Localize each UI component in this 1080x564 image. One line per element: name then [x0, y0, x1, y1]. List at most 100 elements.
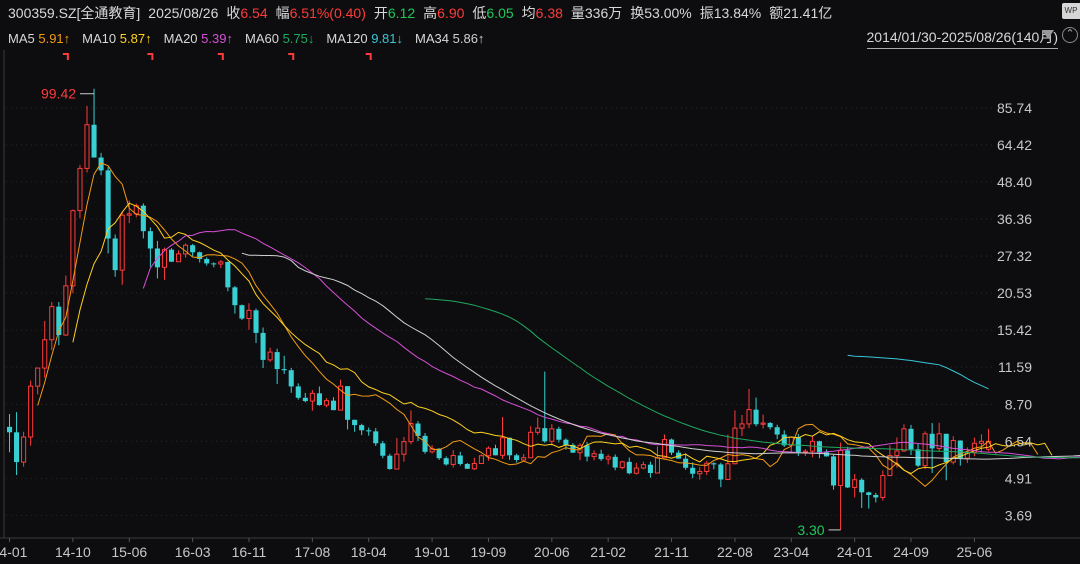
- ma-legend-value: 9.81↓: [371, 30, 404, 46]
- candle-body: [978, 440, 984, 444]
- ma-legend-value: 5.87↑: [119, 30, 152, 46]
- candle-body: [345, 386, 351, 420]
- open-value: 6.12: [387, 5, 416, 21]
- candle-body: [549, 428, 555, 442]
- candle-body: [760, 422, 766, 425]
- candle-body: [739, 423, 745, 429]
- amount-field: 额21.41亿: [769, 3, 832, 23]
- ma-legend-name: MA34: [415, 30, 449, 46]
- open-label: 开: [373, 5, 388, 21]
- candle-body: [21, 436, 27, 463]
- candle-body: [450, 455, 456, 465]
- candle-body: [190, 245, 196, 253]
- candlestick-chart[interactable]: 85.74 64.42 48.40 36.36 27.32 20.53 15.42 11.59…: [0, 50, 1080, 564]
- candle-body: [556, 428, 562, 440]
- x-tick-label: 23-04: [773, 544, 809, 560]
- x-tick-label: 20-06: [534, 544, 570, 560]
- x-tick-label: 19-01: [414, 544, 450, 560]
- open-field: 开6.12: [374, 3, 415, 23]
- candle-body: [866, 492, 872, 496]
- candle-body: [288, 370, 294, 387]
- candle-body: [936, 433, 942, 449]
- stock-symbol[interactable]: 300359.SZ[全通教育]: [8, 5, 141, 21]
- collapse-icon[interactable]: ⌃: [1062, 27, 1078, 43]
- y-tick-label: 11.59: [998, 359, 1032, 375]
- candle-body: [767, 423, 773, 428]
- candle-body: [485, 447, 491, 457]
- candle-body: [690, 467, 696, 474]
- candle-body: [478, 455, 484, 464]
- ma-line-ma5: [37, 162, 1039, 487]
- candle-body: [267, 351, 273, 361]
- ma-legend-item[interactable]: MA60 5.75↓: [245, 31, 314, 46]
- quote-header: 300359.SZ[全通教育] 2025/08/26 收6.54 幅6.51%(…: [0, 3, 1080, 23]
- x-tick-label: 14-01: [0, 544, 28, 560]
- candle-body: [507, 437, 513, 456]
- ma-legend-item[interactable]: MA5 5.91↑: [8, 31, 70, 46]
- candle-body: [246, 309, 252, 320]
- candle-body: [316, 393, 322, 406]
- candle-body: [415, 423, 421, 436]
- ma-legend-item[interactable]: MA120 9.81↓: [326, 31, 403, 46]
- candle-body: [366, 430, 372, 432]
- candle-body: [281, 369, 287, 371]
- candle-body: [232, 287, 238, 306]
- candle-body: [35, 367, 41, 387]
- candle-body: [542, 428, 548, 442]
- candle-body: [640, 464, 646, 469]
- change-value: 6.51%(0.40): [289, 5, 366, 21]
- ma-legend-item[interactable]: MA10 5.87↑: [82, 31, 151, 46]
- candle-body: [49, 306, 55, 341]
- turnover-field: 换53.00%: [630, 3, 691, 23]
- candle-body: [401, 441, 407, 455]
- candle-body: [14, 432, 20, 463]
- close-value: 6.54: [240, 5, 268, 21]
- candle-body: [91, 124, 97, 158]
- candle-body: [359, 425, 365, 431]
- y-tick-label: 20.53: [997, 285, 1032, 301]
- date-range-selector[interactable]: 2014/01/30-2025/08/26(140月): [866, 27, 1058, 49]
- candle-body: [732, 427, 738, 465]
- candle-body: [535, 427, 541, 433]
- candle-body: [338, 385, 344, 411]
- avg-label: 均: [521, 5, 536, 21]
- dropdown-arrow-icon[interactable]: [1042, 30, 1054, 39]
- candle-body: [98, 157, 104, 171]
- candle-body: [168, 249, 175, 262]
- candle-body: [901, 428, 907, 452]
- ma-legend-name: MA120: [326, 30, 368, 46]
- candle-body: [781, 434, 787, 446]
- volume-label: 量: [570, 5, 585, 21]
- candle-body: [894, 450, 900, 457]
- amplitude-label: 振: [699, 5, 714, 21]
- candle-body: [436, 448, 442, 459]
- candle-body: [471, 462, 477, 470]
- candle-body: [873, 495, 879, 498]
- x-tick-label: 14-10: [55, 544, 91, 560]
- avg-value: 6.38: [535, 5, 563, 21]
- x-tick-label: 22-08: [717, 544, 753, 560]
- ma-legend-item[interactable]: MA20 5.39↑: [164, 31, 233, 46]
- turnover-value: 53.00%: [644, 5, 692, 21]
- candle-body: [323, 400, 329, 406]
- candle-body: [591, 453, 597, 458]
- candle-body: [380, 443, 386, 456]
- candle-body: [514, 455, 520, 461]
- y-tick-label: 6.54: [1005, 433, 1032, 449]
- ma-legend-item[interactable]: MA34 5.86↑: [415, 31, 484, 46]
- candle-body: [499, 437, 506, 456]
- candle-body: [563, 439, 569, 445]
- close-label: 收: [226, 5, 241, 21]
- app-badge[interactable]: WP: [1062, 3, 1080, 19]
- candle-body: [126, 213, 132, 216]
- candle-body: [211, 263, 217, 265]
- candle-body: [373, 431, 379, 444]
- candle-body: [457, 455, 463, 464]
- high-value: 6.90: [437, 5, 465, 21]
- candle-body: [330, 400, 337, 411]
- candle-body: [204, 259, 210, 264]
- low-field: 低6.05: [472, 3, 513, 23]
- x-tick-label: 24-01: [837, 544, 873, 560]
- candle-body: [718, 464, 724, 480]
- candle-body: [161, 249, 167, 268]
